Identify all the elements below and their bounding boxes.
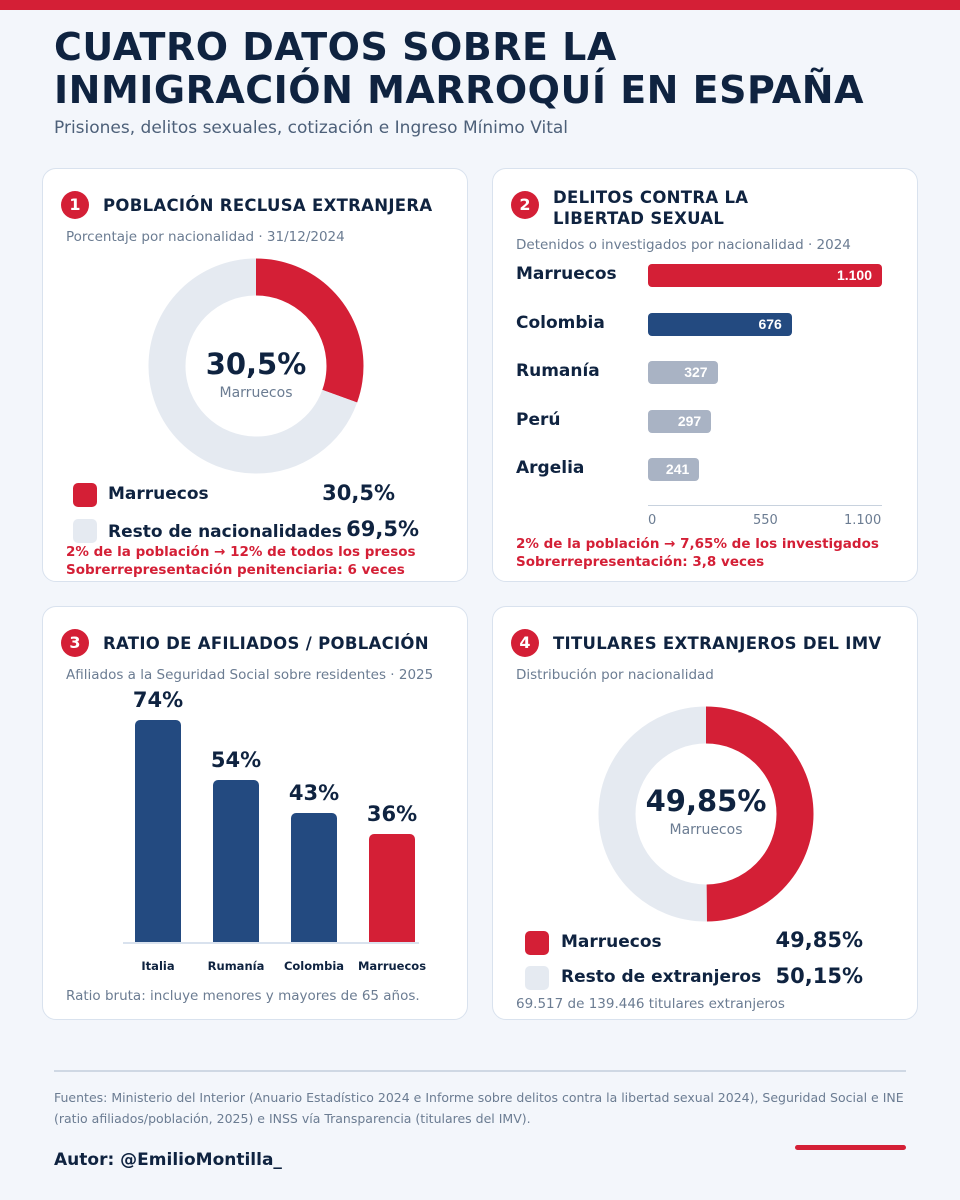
footer-divider: [54, 1070, 906, 1072]
footer-accent-bar: [795, 1145, 906, 1150]
note-population-share: 2% de la población → 7,65% de los invest…: [516, 536, 879, 552]
donut-center-label: Marruecos: [220, 385, 293, 401]
card-number-badge: 4: [511, 629, 539, 657]
author-credit: Autor: @EmilioMontilla_: [54, 1150, 282, 1170]
bar-category-label: Marruecos: [357, 959, 427, 973]
bar-category-label: Colombia: [516, 312, 605, 333]
bar-rumanía: 327: [648, 361, 718, 384]
bar-category-label: Rumanía: [207, 959, 265, 973]
legend-value-resto: 50,15%: [775, 964, 863, 988]
legend-swatch-marruecos: [525, 931, 549, 955]
bar-marruecos: 1.100: [648, 264, 882, 287]
legend-value-marruecos: 49,85%: [775, 928, 863, 952]
bar-marruecos: [369, 834, 415, 942]
chart-footnote: 69.517 de 139.446 titulares extranjeros: [516, 996, 785, 1012]
card-title: DELITOS CONTRA LA LIBERTAD SEXUAL: [553, 188, 749, 228]
bar-category-label: Italia: [141, 959, 175, 973]
legend-label-marruecos: Marruecos: [108, 484, 209, 504]
card-subtitle: Porcentaje por nacionalidad · 31/12/2024: [66, 229, 345, 245]
bar-italia: [135, 720, 181, 942]
card-number-badge: 3: [61, 629, 89, 657]
legend-label-resto: Resto de extranjeros: [561, 967, 762, 987]
bar-value-label: 43%: [288, 781, 340, 805]
card-title: RATIO DE AFILIADOS / POBLACIÓN: [103, 634, 429, 653]
card-subtitle: Detenidos o investigados por nacionalida…: [516, 237, 851, 253]
card-title: TITULARES EXTRANJEROS DEL IMV: [553, 634, 882, 653]
legend-swatch-resto: [525, 966, 549, 990]
bar-value-label: 241: [665, 461, 690, 477]
donut-center-value: 49,85%: [646, 784, 767, 818]
bar-category-label: Colombia: [283, 959, 345, 973]
bar-value-label: 36%: [366, 802, 418, 826]
bar-category-label: Rumanía: [516, 361, 600, 381]
top-accent-bar: [0, 0, 960, 10]
chart-baseline: [123, 942, 419, 944]
card-affiliation-ratio: 3 RATIO DE AFILIADOS / POBLACIÓN Afiliad…: [42, 606, 468, 1020]
bar-perú: 297: [648, 409, 712, 433]
bar-value-label: 54%: [210, 748, 262, 772]
card-number-badge: 1: [61, 191, 89, 219]
x-axis-line: [648, 505, 882, 506]
note-population-share: 2% de la población → 12% de todos los pr…: [66, 544, 416, 560]
bar-value-label: 297: [677, 412, 702, 429]
bar-value-label: 1.100: [836, 267, 872, 283]
donut-center-value: 30,5%: [206, 347, 307, 381]
bar-category-label: Marruecos: [516, 264, 617, 284]
card-title: POBLACIÓN RECLUSA EXTRANJERA: [103, 196, 433, 215]
bar-rumanía: [213, 780, 259, 942]
chart-footnote: Ratio bruta: incluye menores y mayores d…: [66, 988, 420, 1004]
bar-value-label: 676: [758, 315, 782, 332]
card-number-badge: 2: [511, 191, 539, 219]
x-tick-0: 0: [648, 513, 657, 528]
slice-resto: [148, 258, 364, 474]
legend-value-marruecos: 30,5%: [322, 481, 395, 505]
bar-colombia: 676: [648, 312, 792, 336]
legend-label-marruecos: Marruecos: [561, 932, 662, 952]
x-tick-1100: 1.100: [844, 513, 882, 528]
donut-center-label: Marruecos: [670, 822, 743, 838]
page-title: CUATRO DATOS SOBRE LA INMIGRACIÓN MARROQ…: [54, 25, 864, 112]
donut-chart-imv: 49,85% Marruecos: [598, 706, 814, 922]
bar-argelia: 241: [648, 458, 700, 481]
footer-sources: Fuentes: Ministerio del Interior (Anuari…: [54, 1090, 904, 1126]
bar-category-label: Perú: [516, 409, 561, 430]
legend-label-resto: Resto de nacionalidades: [108, 522, 342, 542]
legend-value-resto: 69,5%: [346, 517, 419, 541]
bar-value-label: 327: [684, 364, 708, 380]
bar-value-label: 74%: [132, 688, 184, 712]
legend-swatch-resto: [73, 519, 97, 543]
donut-chart-prison: 30,5% Marruecos: [148, 258, 364, 474]
card-prison-population: 1 POBLACIÓN RECLUSA EXTRANJERA Porcentaj…: [42, 168, 468, 582]
note-overrepresentation: Sobrerrepresentación: 3,8 veces: [516, 554, 765, 570]
page-subtitle: Prisiones, delitos sexuales, cotización …: [54, 118, 569, 138]
slice-resto: [598, 706, 814, 922]
legend-swatch-marruecos: [73, 483, 97, 507]
bar-colombia: [291, 813, 337, 942]
bar-category-label: Argelia: [516, 458, 585, 478]
card-imv-holders: 4 TITULARES EXTRANJEROS DEL IMV Distribu…: [492, 606, 918, 1020]
card-sexual-crimes: 2 DELITOS CONTRA LA LIBERTAD SEXUAL Dete…: [492, 168, 918, 582]
card-subtitle: Distribución por nacionalidad: [516, 667, 714, 683]
x-tick-550: 550: [753, 513, 778, 528]
note-overrepresentation: Sobrerrepresentación penitenciaria: 6 ve…: [66, 562, 405, 578]
card-subtitle: Afiliados a la Seguridad Social sobre re…: [66, 667, 434, 683]
